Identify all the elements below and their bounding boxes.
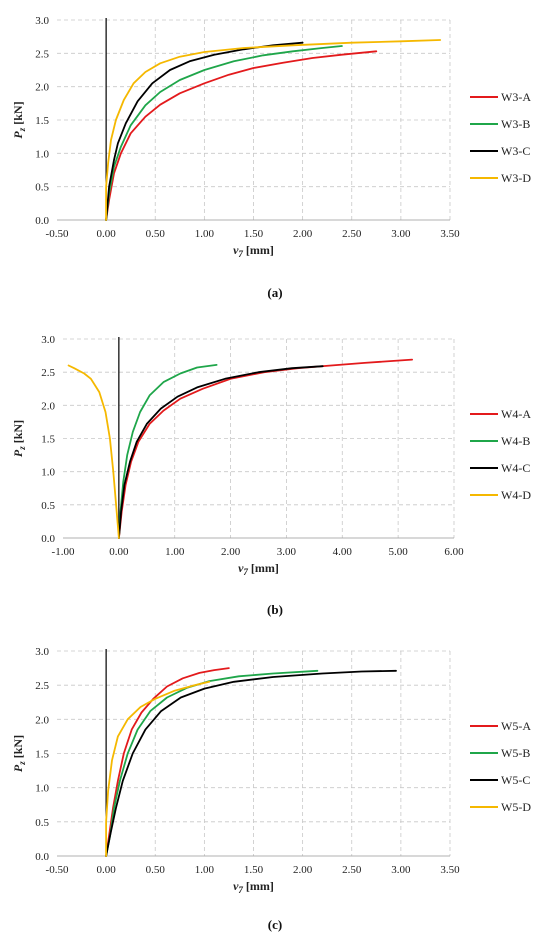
series-line-W5-C [105,669,397,857]
chart-2: 0.0 0.5 1.0 1.5 2.0 2.5 3.0 -1.00 0.00 1.00 2.00 3.… [11,334,531,617]
x-tick-label: 1.00 [195,864,215,876]
y-axis-label: Pz [kN] [11,420,27,457]
x-tick-label: 5.00 [389,546,409,558]
y-axis-label: Pz [kN] [11,101,27,138]
legend-label: W3-B [501,117,530,131]
x-tick-label: 1.00 [195,228,215,240]
series-line-W4-C [118,365,324,539]
x-tick-label: 2.00 [293,864,313,876]
x-tick-label: 1.50 [244,864,264,876]
x-tick-label: 0.50 [146,228,166,240]
x-tick-label: -0.50 [46,864,69,876]
legend-label: W4-C [501,461,530,475]
series-line-W3-C [105,41,304,221]
legend-label: W5-B [501,746,530,760]
y-tick-label: 2.0 [35,82,49,94]
x-tick-label: 0.00 [97,228,117,240]
x-tick-label: 4.00 [333,546,353,558]
y-tick-label: 1.5 [41,434,55,446]
legend-label: W3-A [501,90,531,104]
legend-label: W3-D [501,171,531,185]
x-tick-label: 0.00 [97,864,117,876]
y-tick-label: 0.5 [41,500,55,512]
legend-label: W5-C [501,773,530,787]
chart-1: 0.0 0.5 1.0 1.5 2.0 2.5 3.0 -0.50 0.00 0.50 1.00 1.… [11,15,531,300]
y-tick-label: 0.5 [35,182,49,194]
legend-label: W4-B [501,434,530,448]
x-tick-label: -1.00 [52,546,75,558]
y-tick-label: 2.5 [41,367,55,379]
x-tick-label: 0.50 [146,864,166,876]
panel-caption: (c) [268,917,282,932]
y-tick-label: 1.5 [35,115,49,127]
series-line-W3-D [105,39,442,221]
y-tick-label: 2.5 [35,680,49,692]
y-tick-label: 1.5 [35,749,49,761]
legend-label: W4-A [501,407,531,421]
x-axis-label: v7 [mm] [233,243,274,259]
x-tick-label: -0.50 [46,228,69,240]
x-tick-label: 1.00 [165,546,185,558]
x-tick-label: 0.00 [109,546,129,558]
series-line-W5-B [105,669,319,857]
chart-3: 0.0 0.5 1.0 1.5 2.0 2.5 3.0 -0.50 0.00 0.50 1.00 1.… [11,646,531,932]
series-line-W3-A [105,50,378,221]
x-tick-label: 6.00 [444,546,464,558]
legend-label: W4-D [501,488,531,502]
y-tick-label: 1.0 [35,783,49,795]
series-line-W4-D [67,364,120,539]
series-line-W5-A [105,667,230,857]
legend-label: W5-A [501,719,531,733]
x-tick-label: 2.50 [342,864,362,876]
y-tick-label: 1.0 [41,467,55,479]
x-tick-label: 2.00 [293,228,313,240]
y-tick-label: 3.0 [35,15,49,27]
y-tick-label: 0.0 [41,533,55,545]
y-tick-label: 2.0 [41,400,55,412]
x-tick-label: 1.50 [244,228,264,240]
y-tick-label: 1.0 [35,148,49,160]
y-tick-label: 2.5 [35,48,49,60]
x-tick-label: 3.00 [277,546,297,558]
y-tick-label: 3.0 [35,646,49,658]
series-line-W4-B [118,364,218,539]
x-tick-label: 3.50 [440,864,460,876]
legend-label: W5-D [501,800,531,814]
series-line-W5-D [105,680,211,857]
series-line-W4-A [118,358,413,539]
panel-caption: (a) [267,285,282,300]
y-tick-label: 0.5 [35,817,49,829]
y-axis-label: Pz [kN] [11,735,27,772]
x-tick-label: 2.00 [221,546,241,558]
x-tick-label: 2.50 [342,228,362,240]
y-tick-label: 0.0 [35,851,49,863]
y-tick-label: 3.0 [41,334,55,346]
y-tick-label: 2.0 [35,714,49,726]
y-tick-label: 0.0 [35,215,49,227]
x-tick-label: 3.00 [391,864,411,876]
legend-label: W3-C [501,144,530,158]
x-tick-label: 3.00 [391,228,411,240]
x-axis-label: v7 [mm] [238,561,279,577]
x-axis-label: v7 [mm] [233,879,274,895]
x-tick-label: 3.50 [440,228,460,240]
panel-caption: (b) [267,602,283,617]
series-line-W3-B [105,45,343,221]
